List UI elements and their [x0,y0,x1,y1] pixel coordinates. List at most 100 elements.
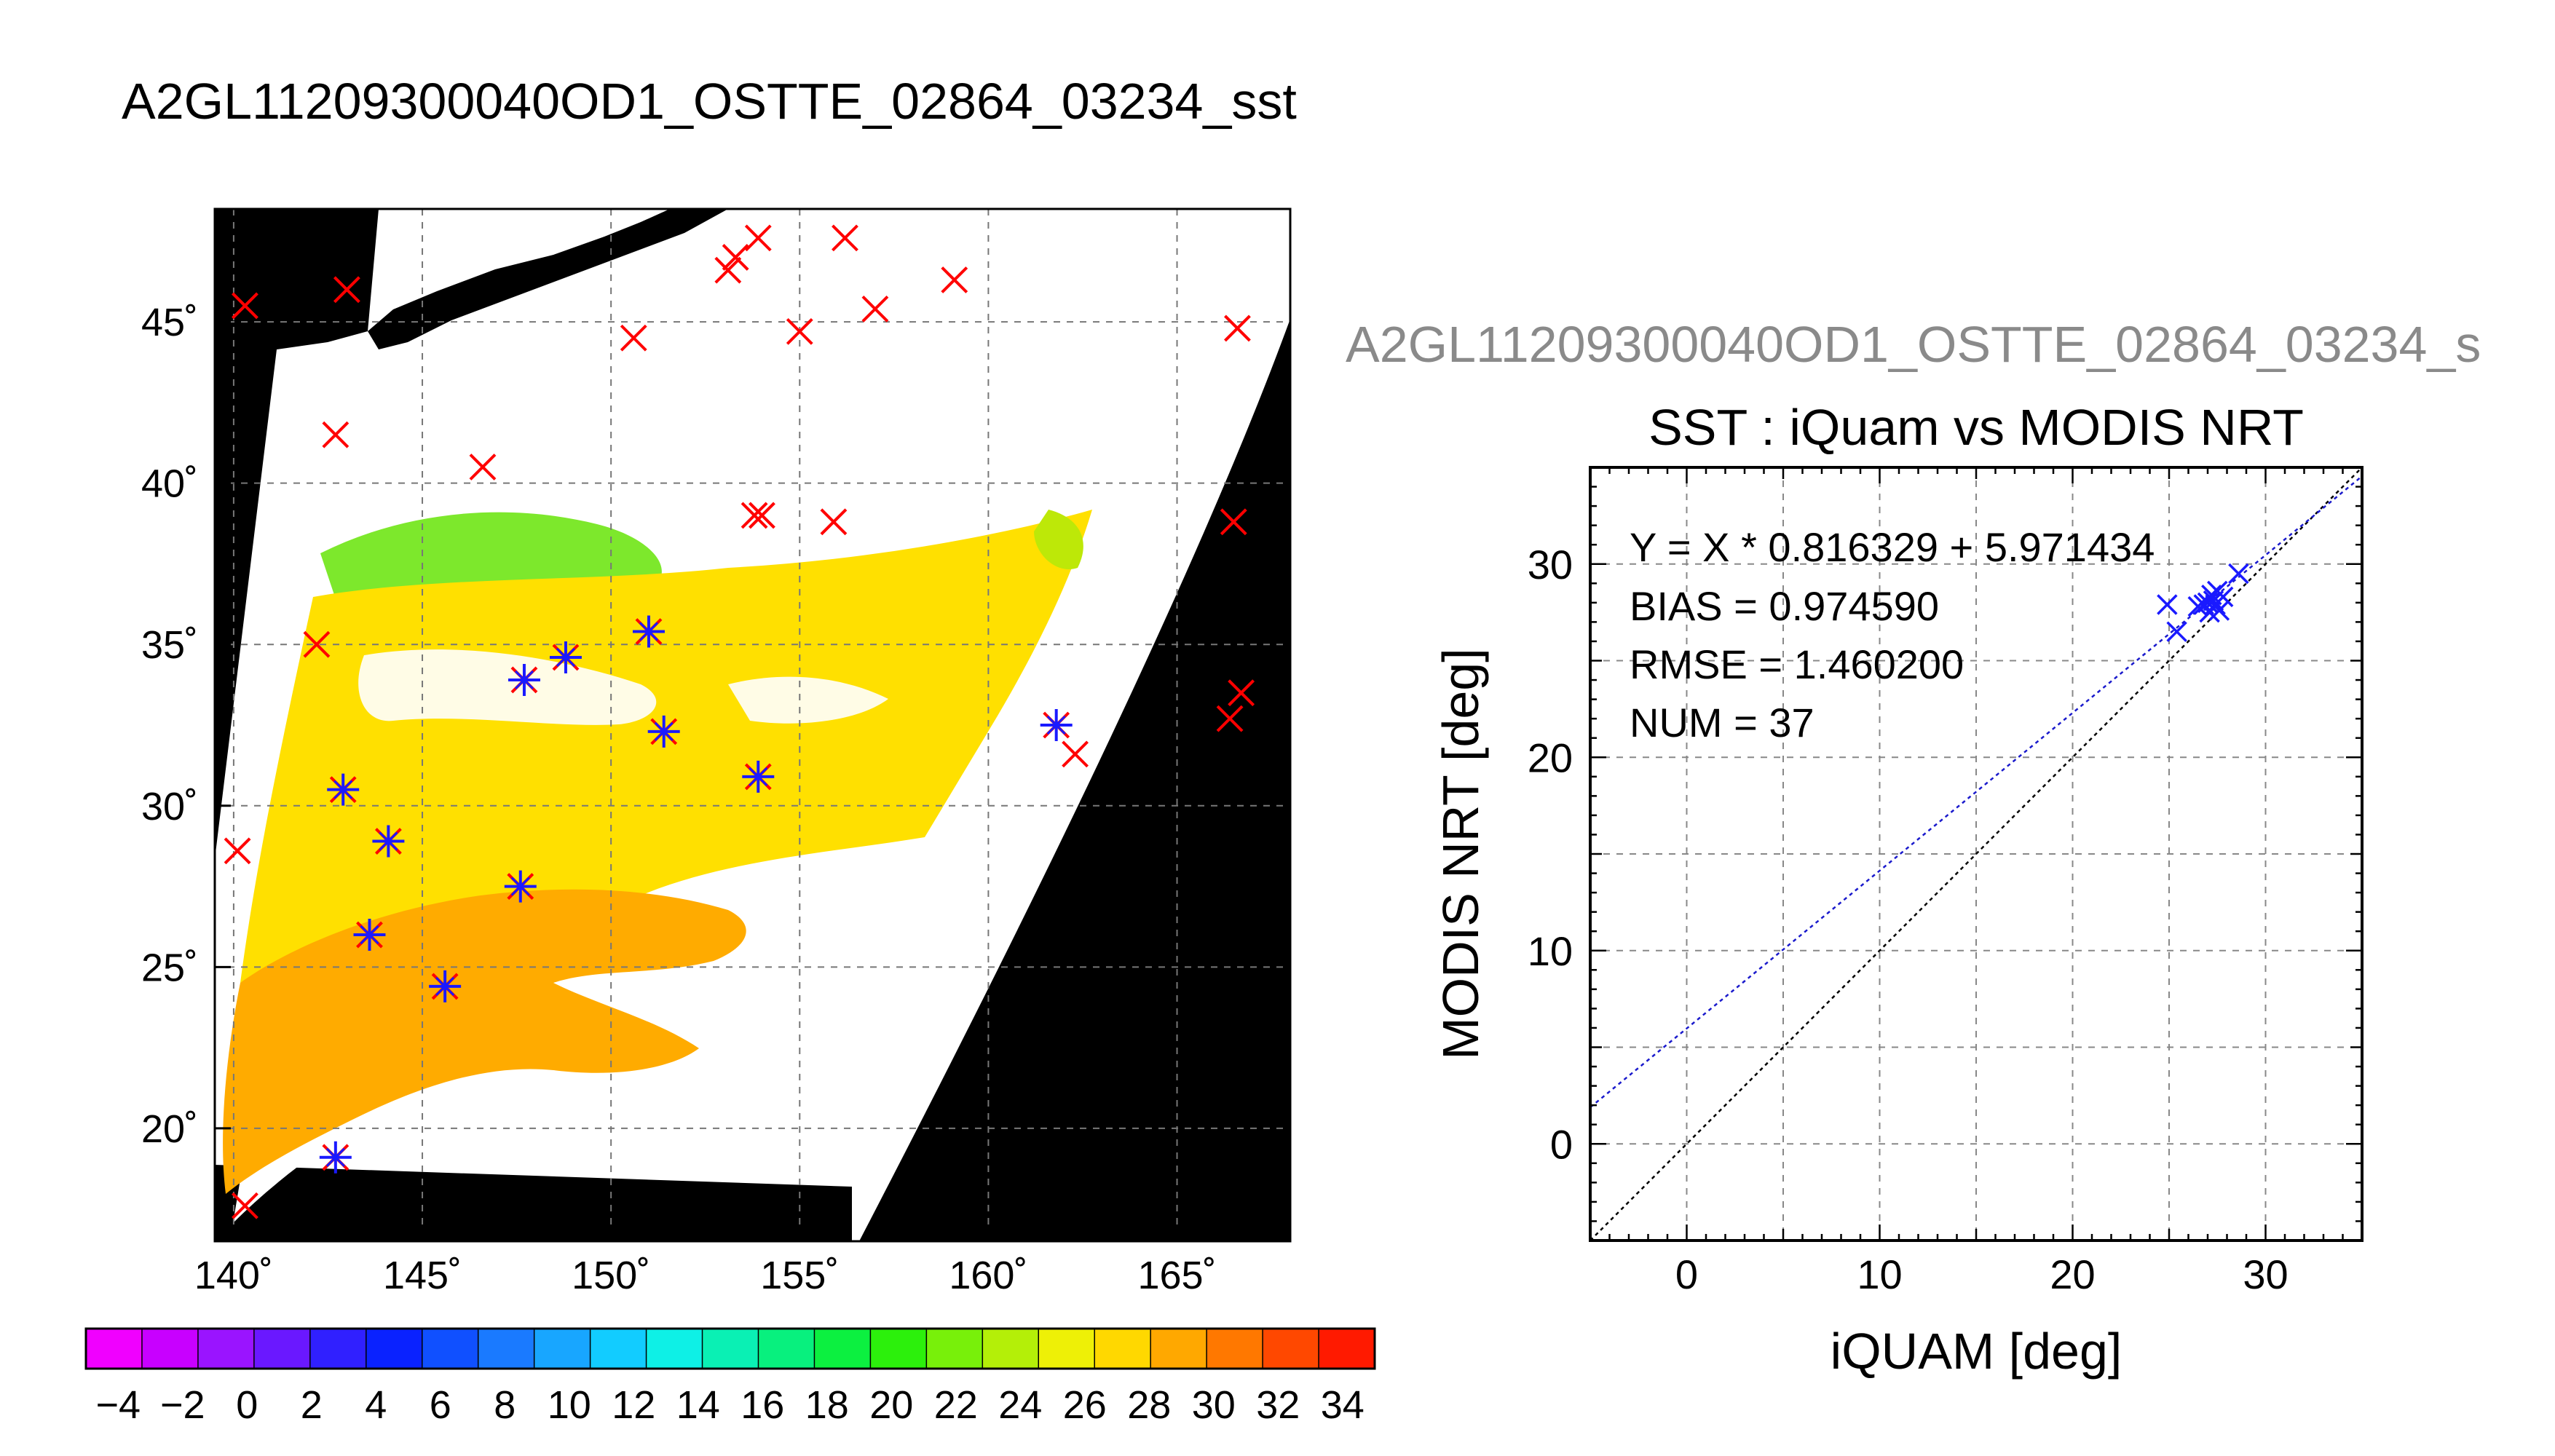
colorbar-swatch [1094,1329,1151,1369]
iquam-only-marker [832,224,858,252]
map-grid [215,209,1290,1241]
cloud-patch-east [728,676,888,724]
iquam-only-marker-stroke [232,1192,258,1219]
scatter-axis-labels: 0 10 20 30 0 10 20 30 [1528,466,2364,1297]
iquam-only-marker-stroke [714,256,742,284]
matched-marker-blue-stroke [435,976,455,996]
fit-equation-text: Y = X * 0.816329 + 5.971434 [1630,524,2155,570]
colorbar-label: 8 [494,1383,516,1427]
iquam-only-marker-stroke [941,266,968,293]
map-lat-label: 40˚ [141,462,198,506]
scatter-y-tick-label: 10 [1528,928,1573,974]
iquam-only-marker-stroke [303,630,331,658]
matched-marker [372,825,405,858]
matched-marker [508,663,540,696]
iquam-only-marker [1224,314,1251,342]
colorbar-label: 20 [869,1383,913,1427]
iquam-only-marker-stroke [224,837,251,865]
iquam-only-marker-stroke [744,224,772,252]
iquam-only-marker-stroke [469,454,497,480]
matched-marker [632,615,665,648]
colorbar-swatch [534,1329,591,1369]
colorbar-swatch [702,1329,759,1369]
colorbar-label: −4 [95,1383,141,1427]
iquam-only-marker-stroke [333,276,360,304]
scatter-point [2228,563,2249,585]
colorbar-swatch [366,1329,423,1369]
land-strip-south [215,1165,852,1241]
map-frame [213,207,1292,1243]
matched-marker [504,870,537,903]
map-lat-label: 20˚ [141,1107,198,1151]
iquam-only-marker [786,317,813,345]
iquam-only-marker-stroke [832,224,858,252]
num-text: NUM = 37 [1630,700,1814,745]
matched-marker-blue-stroke [325,1147,345,1167]
sst-band-south [223,889,746,1194]
cloud-patch-central [358,649,657,725]
iquam-only-marker-stroke [722,244,749,271]
map-lat-label: 35˚ [141,623,198,667]
scatter-point [2157,594,2178,615]
colorbar-label: 24 [998,1383,1042,1427]
iquam-only-marker [322,421,350,448]
scatter-x-tick-label: 0 [1675,1251,1698,1297]
colorbar-label: 26 [1063,1383,1107,1427]
iquam-only-marker [744,224,772,252]
stats-annotations: Y = X * 0.816329 + 5.971434 BIAS = 0.974… [1630,524,2155,745]
colorbar-swatch [1319,1329,1375,1369]
iquam-only-marker-stroke [1220,508,1247,536]
iquam-only-marker [232,292,258,320]
scatter-y-tick-label: 20 [1528,735,1573,780]
matched-marker-blue-stroke [514,670,534,690]
map-lon-label: 155˚ [760,1254,839,1297]
colorbar-swatch [814,1329,871,1369]
iquam-only-marker-stroke [749,502,775,529]
colorbar-swatch [1207,1329,1263,1369]
iquam-only-marker [861,295,889,323]
iquam-only-marker-stroke [861,295,889,323]
matched-marker-blue-stroke [360,925,379,945]
map-lon-label: 165˚ [1137,1254,1216,1297]
colorbar-swatch [422,1329,479,1369]
colorbar-swatch [197,1329,255,1369]
map-lat-label: 25˚ [141,946,198,989]
main-title: A2GL11209300040OD1_OSTTE_02864_03234_sst [122,73,1297,130]
scatter-point-stroke [2228,563,2249,585]
scatter-point-stroke [2157,594,2178,615]
colorbar-swatch [646,1329,703,1369]
iquam-only-marker [941,266,968,293]
colorbar-label: 6 [430,1383,451,1427]
colorbar-swatch [1263,1329,1319,1369]
scatter-title: SST : iQuam vs MODIS NRT [1648,399,2304,456]
iquam-only-marker-stroke [820,508,848,536]
sst-patch-east [1034,510,1083,569]
colorbar-swatch [926,1329,983,1369]
matched-marker-blue-stroke [556,647,576,668]
matched-marker [429,970,462,1002]
colorbar-swatch [1038,1329,1095,1369]
iquam-only-marker-stroke [1062,740,1089,768]
map-axis-labels: 140˚ 145˚ 150˚ 155˚ 160˚ 165˚ 20˚ 25˚ 30˚ 35˚ 40˚ 4… [141,301,1217,1297]
iquam-only-marker [820,508,848,536]
scatter-point-stroke [2201,584,2222,606]
iquam-only-marker [1216,705,1244,732]
scatter-x-tick-label: 10 [1857,1251,1902,1297]
matched-marker-blue-stroke [1046,715,1066,735]
iquam-only-marker [1062,740,1089,768]
matched-marker [549,641,582,673]
iquam-only-marker [714,256,742,284]
map-lon-label: 150˚ [572,1254,650,1297]
matched-marker [1040,709,1073,741]
iquam-only-marker-stroke [1224,314,1251,342]
iquam-only-marker-stroke [1228,679,1255,707]
colorbar-label: 14 [676,1383,720,1427]
scatter-x-tick-label: 30 [2243,1251,2288,1297]
scatter-grid [1590,467,2362,1241]
iquam-only-marker-stroke [1216,705,1244,732]
colorbar-label: −2 [160,1383,205,1427]
colorbar-label: 32 [1256,1383,1300,1427]
matched-marker [353,919,386,951]
iquam-only-marker [722,244,749,271]
map-lat-label: 45˚ [141,301,198,344]
